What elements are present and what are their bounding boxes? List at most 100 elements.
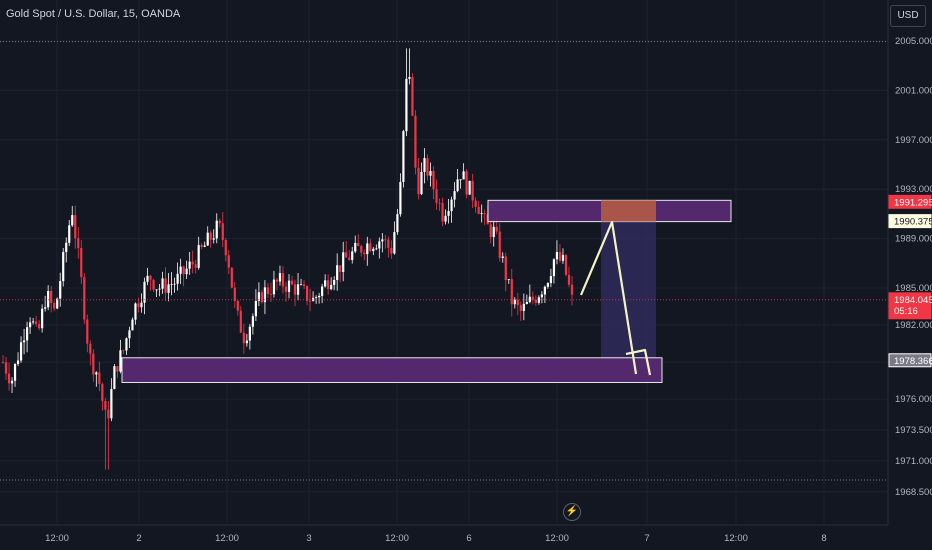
candle-body [155, 289, 158, 291]
candle-body [71, 215, 74, 226]
candle-body [480, 213, 483, 215]
candle-body [459, 179, 462, 181]
candle-body [423, 158, 426, 172]
candle-body [405, 78, 408, 132]
candle-body [80, 248, 83, 278]
candle-body [191, 261, 194, 265]
candle-body [345, 252, 348, 258]
candle-body [119, 350, 122, 372]
candle-body [218, 220, 221, 224]
candle-body [209, 232, 212, 240]
candle-body [134, 303, 137, 320]
candle-body [287, 280, 291, 292]
x-tick-label: 8 [821, 533, 826, 544]
support-zone[interactable] [121, 357, 663, 383]
candle-body [281, 273, 285, 287]
candle-body [417, 167, 420, 195]
candle-body [296, 284, 300, 295]
candle-body [453, 191, 456, 200]
candle-body [62, 252, 65, 282]
y-tick-label: 1993.000 [895, 184, 932, 195]
candles [1, 48, 574, 470]
candle-body [483, 213, 486, 215]
candle-body [447, 211, 450, 216]
candle-body [28, 322, 32, 328]
candle-body [7, 373, 11, 384]
candle-body [495, 226, 498, 232]
target-zone-highlight[interactable] [601, 200, 656, 222]
candle-body [408, 77, 411, 79]
candle-body [233, 287, 236, 302]
candle-body [507, 279, 510, 281]
candle-body [492, 226, 495, 238]
candle-body [468, 180, 471, 195]
candle-body [98, 372, 101, 384]
candle-body [369, 243, 372, 252]
candle-body [284, 286, 288, 292]
candle-body [110, 388, 113, 419]
candle-body [290, 280, 294, 285]
candle-body [53, 303, 56, 309]
candle-body [125, 338, 128, 351]
candle-body [164, 278, 167, 293]
candle-body [77, 238, 80, 249]
candle-body [561, 254, 565, 261]
y-tick-label: 1989.000 [895, 234, 932, 245]
candle-body [384, 239, 387, 241]
candle-body [215, 220, 218, 239]
candle-body [92, 353, 95, 375]
candle-body [522, 303, 525, 311]
candle-body [387, 239, 390, 248]
candle-body [372, 248, 375, 252]
candle-body [299, 284, 303, 286]
projection-box[interactable] [601, 221, 656, 358]
candle-body [570, 284, 574, 295]
candle-body [450, 199, 453, 212]
candle-body [140, 302, 143, 308]
candle-body [308, 300, 312, 302]
candle-body [456, 179, 459, 192]
candle-body [230, 267, 233, 288]
candle-body [525, 301, 528, 304]
candle-body [89, 343, 92, 354]
candle-body [375, 248, 378, 250]
x-tick-label: 12:00 [215, 533, 239, 544]
candle-body [212, 238, 215, 240]
candle-body [465, 171, 468, 195]
candle-body [435, 189, 438, 203]
candle-body [501, 256, 504, 258]
candle-body [167, 284, 170, 293]
current-price-tag-text: 05:16 [894, 306, 918, 317]
candle-body [429, 170, 432, 176]
candle-body [393, 232, 396, 254]
candle-body [56, 298, 59, 309]
currency-button[interactable]: USD [890, 5, 926, 27]
candle-body [68, 225, 71, 243]
candle-body [531, 296, 534, 300]
candle-body [239, 310, 242, 333]
candle-body [546, 283, 550, 287]
candle-body [474, 200, 477, 207]
y-tick-label: 1968.500 [895, 487, 932, 498]
x-tick-label: 12:00 [385, 533, 409, 544]
x-tick-label: 12:00 [45, 533, 69, 544]
candle-body [366, 243, 369, 255]
candle-body [305, 286, 309, 301]
candle-body [194, 264, 197, 268]
x-tick-label: 6 [466, 533, 471, 544]
candle-body [83, 277, 86, 320]
candle-body [540, 294, 543, 298]
candle-body [519, 305, 522, 311]
candle-body [242, 332, 245, 344]
candle-body [227, 255, 230, 268]
candle-body [477, 206, 480, 214]
candle-body [22, 340, 26, 343]
candle-body [44, 307, 47, 309]
price-axis[interactable] [888, 0, 932, 550]
lightning-icon[interactable]: ⚡ [563, 503, 581, 521]
candle-body [35, 321, 38, 324]
projection-path[interactable] [579, 220, 638, 375]
candle-body [516, 299, 519, 306]
candle-body [275, 279, 279, 282]
